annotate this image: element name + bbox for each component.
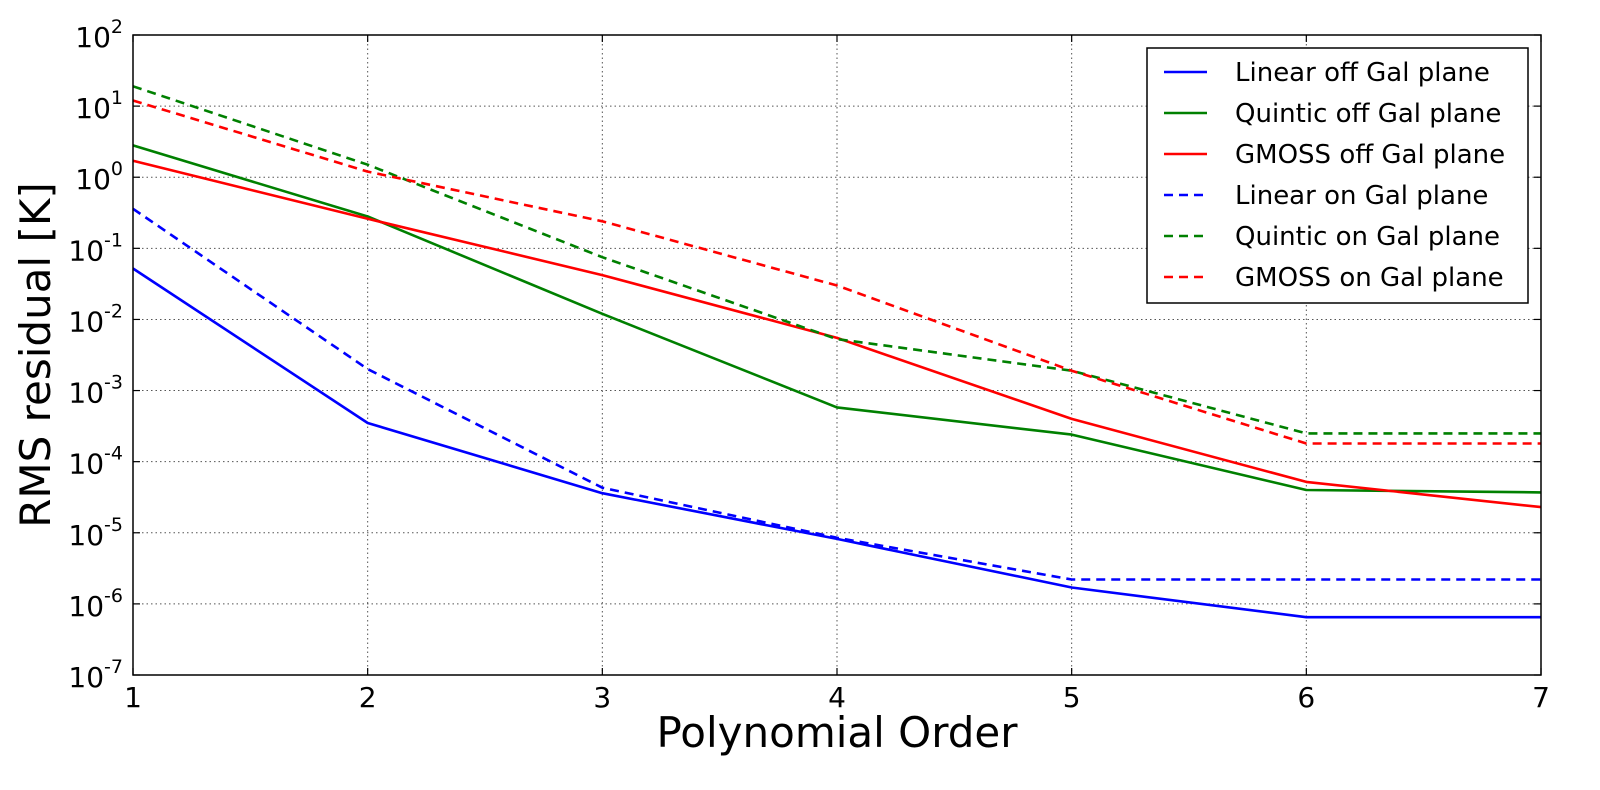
x-tick-label: 7 xyxy=(1532,681,1550,714)
y-tick-labels: 102 101 100 10-1 10-2 10-3 10-4 10-5 10-6 10-7 xyxy=(68,16,123,694)
y-tick-label: 10-2 xyxy=(68,300,123,338)
y-tick-label: 100 xyxy=(75,158,123,196)
x-tick-label: 6 xyxy=(1297,681,1315,714)
legend-label: GMOSS off Gal plane xyxy=(1235,140,1505,170)
x-tick-label: 1 xyxy=(124,681,142,714)
legend-label: Linear off Gal plane xyxy=(1235,58,1490,88)
legend-label: Quintic off Gal plane xyxy=(1235,99,1501,129)
legend-box xyxy=(1146,47,1529,304)
x-axis-title: Polynomial Order xyxy=(656,708,1018,757)
y-axis-title: RMS residual [K] xyxy=(11,182,60,528)
series-line xyxy=(132,207,1541,581)
y-tick-label: 10-6 xyxy=(68,585,123,623)
legend-label: Linear on Gal plane xyxy=(1235,181,1488,211)
x-tick-label: 4 xyxy=(828,681,846,714)
y-tick-label: 10-7 xyxy=(68,656,123,694)
legend-label: GMOSS on Gal plane xyxy=(1235,263,1504,293)
legend-label: Quintic on Gal plane xyxy=(1235,222,1500,252)
x-tick-labels: 1 2 3 4 5 6 7 xyxy=(124,681,1550,714)
series-line xyxy=(132,144,1542,494)
y-tick-label: 10-1 xyxy=(68,229,123,267)
series-line xyxy=(132,99,1541,445)
axis-ticks xyxy=(132,34,1542,676)
grid xyxy=(133,35,1541,675)
series-line xyxy=(132,85,1541,435)
x-tick-label: 5 xyxy=(1063,681,1081,714)
x-tick-label: 2 xyxy=(359,681,377,714)
x-tick-label: 3 xyxy=(593,681,611,714)
legend: Linear off Gal plane Quintic off Gal plan… xyxy=(1146,47,1529,304)
series-lines xyxy=(132,85,1542,619)
series-line xyxy=(132,159,1542,509)
y-tick-label: 10-4 xyxy=(68,443,123,481)
y-tick-label: 10-3 xyxy=(68,372,123,410)
y-tick-label: 10-5 xyxy=(68,514,123,552)
y-tick-label: 102 xyxy=(75,16,123,54)
y-tick-label: 101 xyxy=(75,87,123,125)
